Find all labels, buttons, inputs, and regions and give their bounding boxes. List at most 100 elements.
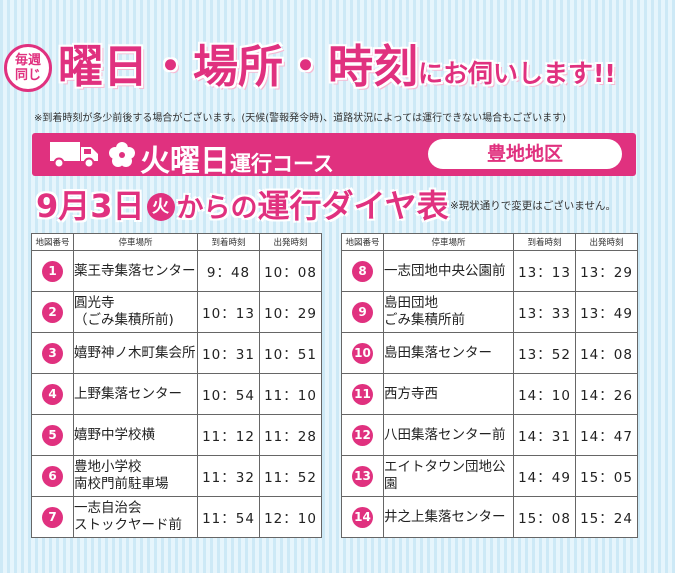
headline-main: 曜日・場所・時刻: [58, 40, 419, 93]
map-number-badge: 8: [352, 260, 373, 282]
table-header-row: 地図番号 停車場所 到着時刻 出発時刻: [31, 233, 322, 251]
table-row: 5 嬉野中学校横 11：12 11：28: [31, 414, 322, 456]
arrival-time: 10：54: [197, 373, 260, 415]
stop-name: 嬉野中学校横: [73, 414, 198, 456]
arrival-time: 13：52: [513, 332, 576, 374]
map-number-badge: 14: [352, 506, 373, 528]
departure-time: 15：24: [575, 496, 638, 538]
header-arrival: 到着時刻: [197, 233, 260, 251]
departure-time: 11：28: [259, 414, 322, 456]
departure-time: 10：08: [259, 250, 322, 292]
schedule-label: 運行ダイヤ表: [257, 187, 449, 225]
arrival-time: 9：48: [197, 250, 260, 292]
arrival-time: 13：13: [513, 250, 576, 292]
arrival-time: 14：49: [513, 455, 576, 497]
weekly-same-badge: 毎週 同じ: [4, 44, 52, 92]
schedule-no: の: [230, 193, 258, 224]
arrival-time: 11：32: [197, 455, 260, 497]
table-row: 8 一志団地中央公園前 13：13 13：29: [341, 250, 638, 292]
headline-suffix: にお伺いします!!: [418, 59, 616, 88]
departure-time: 10：51: [259, 332, 322, 374]
map-number-badge: 5: [42, 424, 63, 446]
map-number-badge: 6: [42, 465, 63, 487]
timetable-right: 地図番号 停車場所 到着時刻 出発時刻 8 一志団地中央公園前 13：13 13…: [341, 233, 638, 538]
stop-name: 嬉野神ノ木町集会所: [73, 332, 198, 374]
stop-name: 一志自治会 ストックヤード前: [73, 496, 198, 538]
table-header-row: 地図番号 停車場所 到着時刻 出発時刻: [341, 233, 638, 251]
table-row: 13 エイトタウン団地公園 14：49 15：05: [341, 455, 638, 497]
map-number-badge: 4: [42, 383, 63, 405]
map-number-badge: 13: [352, 465, 373, 487]
header-map-number: 地図番号: [31, 233, 74, 251]
district-label: 豊地地区: [428, 139, 622, 169]
timetable-left: 地図番号 停車場所 到着時刻 出発時刻 1 薬王寺集落センター 9：48 10：…: [31, 233, 322, 538]
schedule-date: 9月3日: [36, 187, 145, 225]
arrival-time: 10：31: [197, 332, 260, 374]
departure-time: 12：10: [259, 496, 322, 538]
stop-name: 上野集落センター: [73, 373, 198, 415]
badge-line2: 同じ: [14, 68, 41, 83]
schedule-from: から: [176, 193, 231, 224]
departure-time: 14：47: [575, 414, 638, 456]
stop-name: 圓光寺 （ごみ集積所前): [73, 291, 198, 333]
arrival-time: 10：13: [197, 291, 260, 333]
map-number-badge: 11: [352, 383, 373, 405]
stop-name: 井之上集落センター: [383, 496, 514, 538]
arrival-time: 11：12: [197, 414, 260, 456]
stop-name: 西方寺西: [383, 373, 514, 415]
stop-name: 薬王寺集落センター: [73, 250, 198, 292]
departure-time: 15：05: [575, 455, 638, 497]
table-row: 9 島田団地 ごみ集積所前 13：33 13：49: [341, 291, 638, 333]
departure-time: 10：29: [259, 291, 322, 333]
table-row: 4 上野集落センター 10：54 11：10: [31, 373, 322, 415]
header-departure: 出発時刻: [259, 233, 322, 251]
table-row: 3 嬉野神ノ木町集会所 10：31 10：51: [31, 332, 322, 374]
header-stop: 停車場所: [383, 233, 514, 251]
header-departure: 出発時刻: [575, 233, 638, 251]
stop-name: 島田団地 ごみ集積所前: [383, 291, 514, 333]
table-row: 10 島田集落センター 13：52 14：08: [341, 332, 638, 374]
map-number-badge: 12: [352, 424, 373, 446]
map-number-badge: 9: [352, 301, 373, 323]
departure-time: 14：08: [575, 332, 638, 374]
map-number-badge: 1: [42, 260, 63, 282]
truck-icon: [50, 142, 98, 169]
course-label: 運行コース: [230, 152, 334, 176]
header-arrival: 到着時刻: [513, 233, 576, 251]
departure-time: 11：52: [259, 455, 322, 497]
headline: 曜日・場所・時刻にお伺いします!!: [58, 30, 616, 95]
course-title: 火曜日運行コース: [140, 136, 334, 176]
table-row: 1 薬王寺集落センター 9：48 10：08: [31, 250, 322, 292]
stop-name: エイトタウン団地公園: [383, 455, 514, 497]
map-number-badge: 7: [42, 506, 63, 528]
stop-name: 一志団地中央公園前: [383, 250, 514, 292]
map-number-badge: 10: [352, 342, 373, 364]
table-row: 14 井之上集落センター 15：08 15：24: [341, 496, 638, 538]
badge-line1: 毎週: [14, 53, 41, 68]
departure-time: 13：49: [575, 291, 638, 333]
map-number-badge: 3: [42, 342, 63, 364]
table-row: 7 一志自治会 ストックヤード前 11：54 12：10: [31, 496, 322, 538]
table-row: 11 西方寺西 14：10 14：26: [341, 373, 638, 415]
departure-time: 14：26: [575, 373, 638, 415]
course-banner: 火曜日運行コース 豊地地区: [32, 133, 636, 176]
table-row: 6 豊地小学校 南校門前駐車場 11：32 11：52: [31, 455, 322, 497]
map-number-badge: 2: [42, 301, 63, 323]
schedule-title: 9月3日火からの運行ダイヤ表: [36, 181, 449, 227]
departure-time: 11：10: [259, 373, 322, 415]
table-row: 2 圓光寺 （ごみ集積所前) 10：13 10：29: [31, 291, 322, 333]
course-weekday: 火曜日: [140, 144, 230, 176]
stop-name: 島田集落センター: [383, 332, 514, 374]
header-map-number: 地図番号: [341, 233, 384, 251]
table-row: 12 八田集落センター前 14：31 14：47: [341, 414, 638, 456]
arrival-time: 13：33: [513, 291, 576, 333]
header-stop: 停車場所: [73, 233, 198, 251]
stop-name: 八田集落センター前: [383, 414, 514, 456]
stop-name: 豊地小学校 南校門前駐車場: [73, 455, 198, 497]
flower-icon: [109, 142, 135, 167]
arrival-time: 15：08: [513, 496, 576, 538]
arrival-time: 11：54: [197, 496, 260, 538]
weekday-circle: 火: [146, 193, 175, 221]
arrival-time-note: ※到着時刻が多少前後する場合がございます。(天候(警報発令時)、道路状況によって…: [34, 113, 566, 124]
arrival-time: 14：10: [513, 373, 576, 415]
